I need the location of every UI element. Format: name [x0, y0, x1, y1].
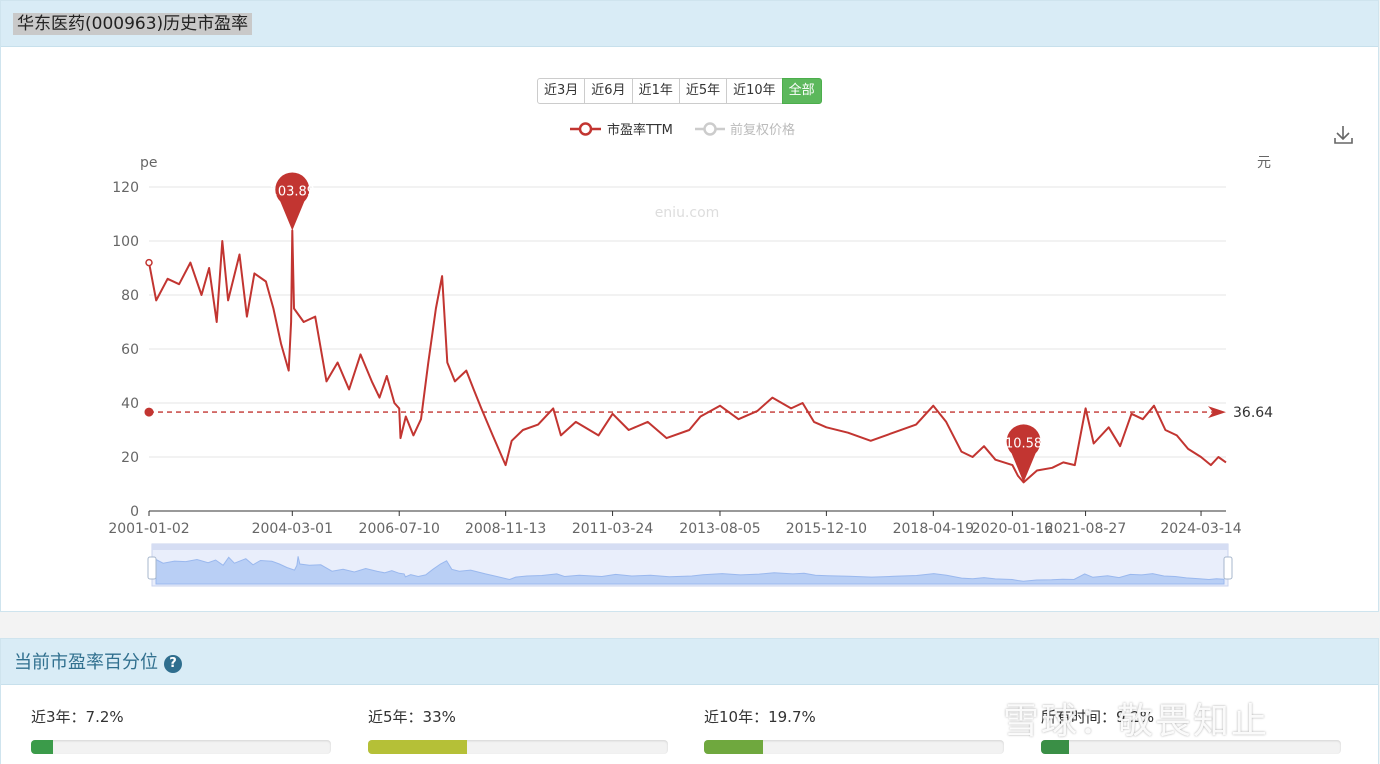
current-value-start-dot [144, 407, 154, 417]
x-tick-label: 2013-08-05 [679, 521, 760, 537]
pe-chart: 市盈率TTM 前复权价格 pe 元 eniu.com 0 20 40 60 80 100 1… [108, 122, 1355, 587]
y-tick-label: 80 [121, 288, 139, 304]
grid-lines [149, 186, 1226, 458]
percentile-item: 近3年：7.2% [31, 706, 331, 754]
y-tick-label: 40 [121, 396, 139, 412]
marker-label: 103.89 [270, 184, 316, 199]
extreme-marker: 10.58 [1005, 424, 1042, 483]
download-icon[interactable] [1333, 123, 1355, 147]
y2-axis-label: 元 [1257, 155, 1271, 171]
zoom-handle-right[interactable] [1223, 556, 1233, 580]
x-tick-label: 2008-11-13 [465, 521, 546, 537]
range-tab[interactable]: 近1年 [631, 78, 680, 104]
zoom-slider-top-bar[interactable] [152, 544, 1228, 550]
percentile-title: 当前市盈率百分位 [14, 652, 158, 673]
range-tab[interactable]: 近5年 [678, 78, 728, 104]
marker-pin [1006, 424, 1041, 483]
legend-item-price[interactable]: 前复权价格 [695, 122, 795, 138]
watermark: 雪球：敬畏知止 [1003, 701, 1270, 742]
current-value-line: 36.64 [144, 405, 1273, 421]
percentile-progress-bar [704, 740, 1004, 754]
percentile-progress-bar [1041, 740, 1341, 754]
pe-panel-header: 华东医药(000963)历史市盈率 [1, 1, 1378, 47]
percentile-panel-header: 当前市盈率百分位? [1, 639, 1378, 685]
zoom-slider[interactable] [147, 543, 1233, 587]
percentile-item: 近5年：33% [368, 706, 668, 754]
range-tab[interactable]: 全部 [781, 78, 822, 104]
pe-chart-panel: 华东医药(000963)历史市盈率 近3月 近6月 近1年 近5年 近10年 全部 市盈率… [0, 0, 1379, 612]
marker-label: 10.58 [1005, 436, 1042, 451]
percentile-progress-fill [31, 740, 53, 754]
chart-watermark: eniu.com [655, 205, 720, 221]
range-tab[interactable]: 近6月 [584, 78, 633, 104]
zoom-handle-left[interactable] [147, 556, 157, 580]
current-value-label: 36.64 [1233, 405, 1273, 421]
y-tick-label: 0 [130, 504, 139, 520]
y-tick-labels: 0 20 40 60 80 100 120 [112, 180, 139, 520]
percentile-label: 近5年：33% [368, 708, 456, 726]
y-tick-label: 120 [112, 180, 139, 196]
percentile-item: 所有时间：9.2% [1041, 706, 1341, 754]
x-tick-label: 2021-08-27 [1045, 521, 1126, 537]
legend-pe-label: 市盈率TTM [607, 122, 673, 138]
marker-pin [275, 172, 310, 231]
y-tick-label: 60 [121, 342, 139, 358]
percentile-progress-fill [1041, 740, 1069, 754]
x-tick-label: 2015-12-10 [786, 521, 867, 537]
extreme-markers: 103.89 10.58 [145, 172, 1042, 483]
percentile-item: 近10年：19.7% [704, 706, 1004, 754]
x-tick-label: 2018-04-19 [893, 521, 974, 537]
range-tab[interactable]: 近10年 [726, 78, 783, 104]
legend-price-label: 前复权价格 [730, 122, 795, 138]
x-tick-label: 2004-03-01 [252, 521, 333, 537]
series-start-point [145, 258, 153, 267]
y-tick-label: 100 [112, 234, 139, 250]
legend: 市盈率TTM 前复权价格 [570, 122, 795, 138]
x-tick-labels: 2001-01-02 2004-03-01 2006-07-10 2008-11-13… [108, 511, 1242, 537]
range-tabs: 近3月 近6月 近1年 近5年 近10年 全部 [537, 78, 822, 104]
percentile-label: 近10年：19.7% [704, 708, 816, 726]
help-icon[interactable]: ? [164, 655, 182, 673]
page-title: 华东医药(000963)历史市盈率 [13, 13, 253, 35]
percentile-label: 近3年：7.2% [31, 708, 124, 726]
x-tick-label: 2001-01-02 [108, 521, 189, 537]
y-axis-label: pe [140, 155, 158, 171]
percentile-progress-bar [31, 740, 331, 754]
extreme-marker: 103.89 [270, 172, 316, 231]
series-line-pe [148, 229, 1227, 484]
y-tick-label: 20 [121, 450, 139, 466]
percentile-progress-bar [368, 740, 668, 754]
current-value-arrow-icon [1208, 406, 1226, 419]
zoom-slider-preview [155, 556, 1225, 585]
percentile-progress-fill [704, 740, 764, 754]
x-tick-label: 2020-01-16 [972, 521, 1053, 537]
legend-item-pe[interactable]: 市盈率TTM [570, 122, 673, 138]
x-tick-label: 2024-03-14 [1160, 521, 1241, 537]
x-tick-label: 2006-07-10 [359, 521, 440, 537]
percentile-label: 所有时间：9.2% [1041, 708, 1155, 726]
x-tick-label: 2011-03-24 [572, 521, 653, 537]
percentile-progress-fill [368, 740, 467, 754]
